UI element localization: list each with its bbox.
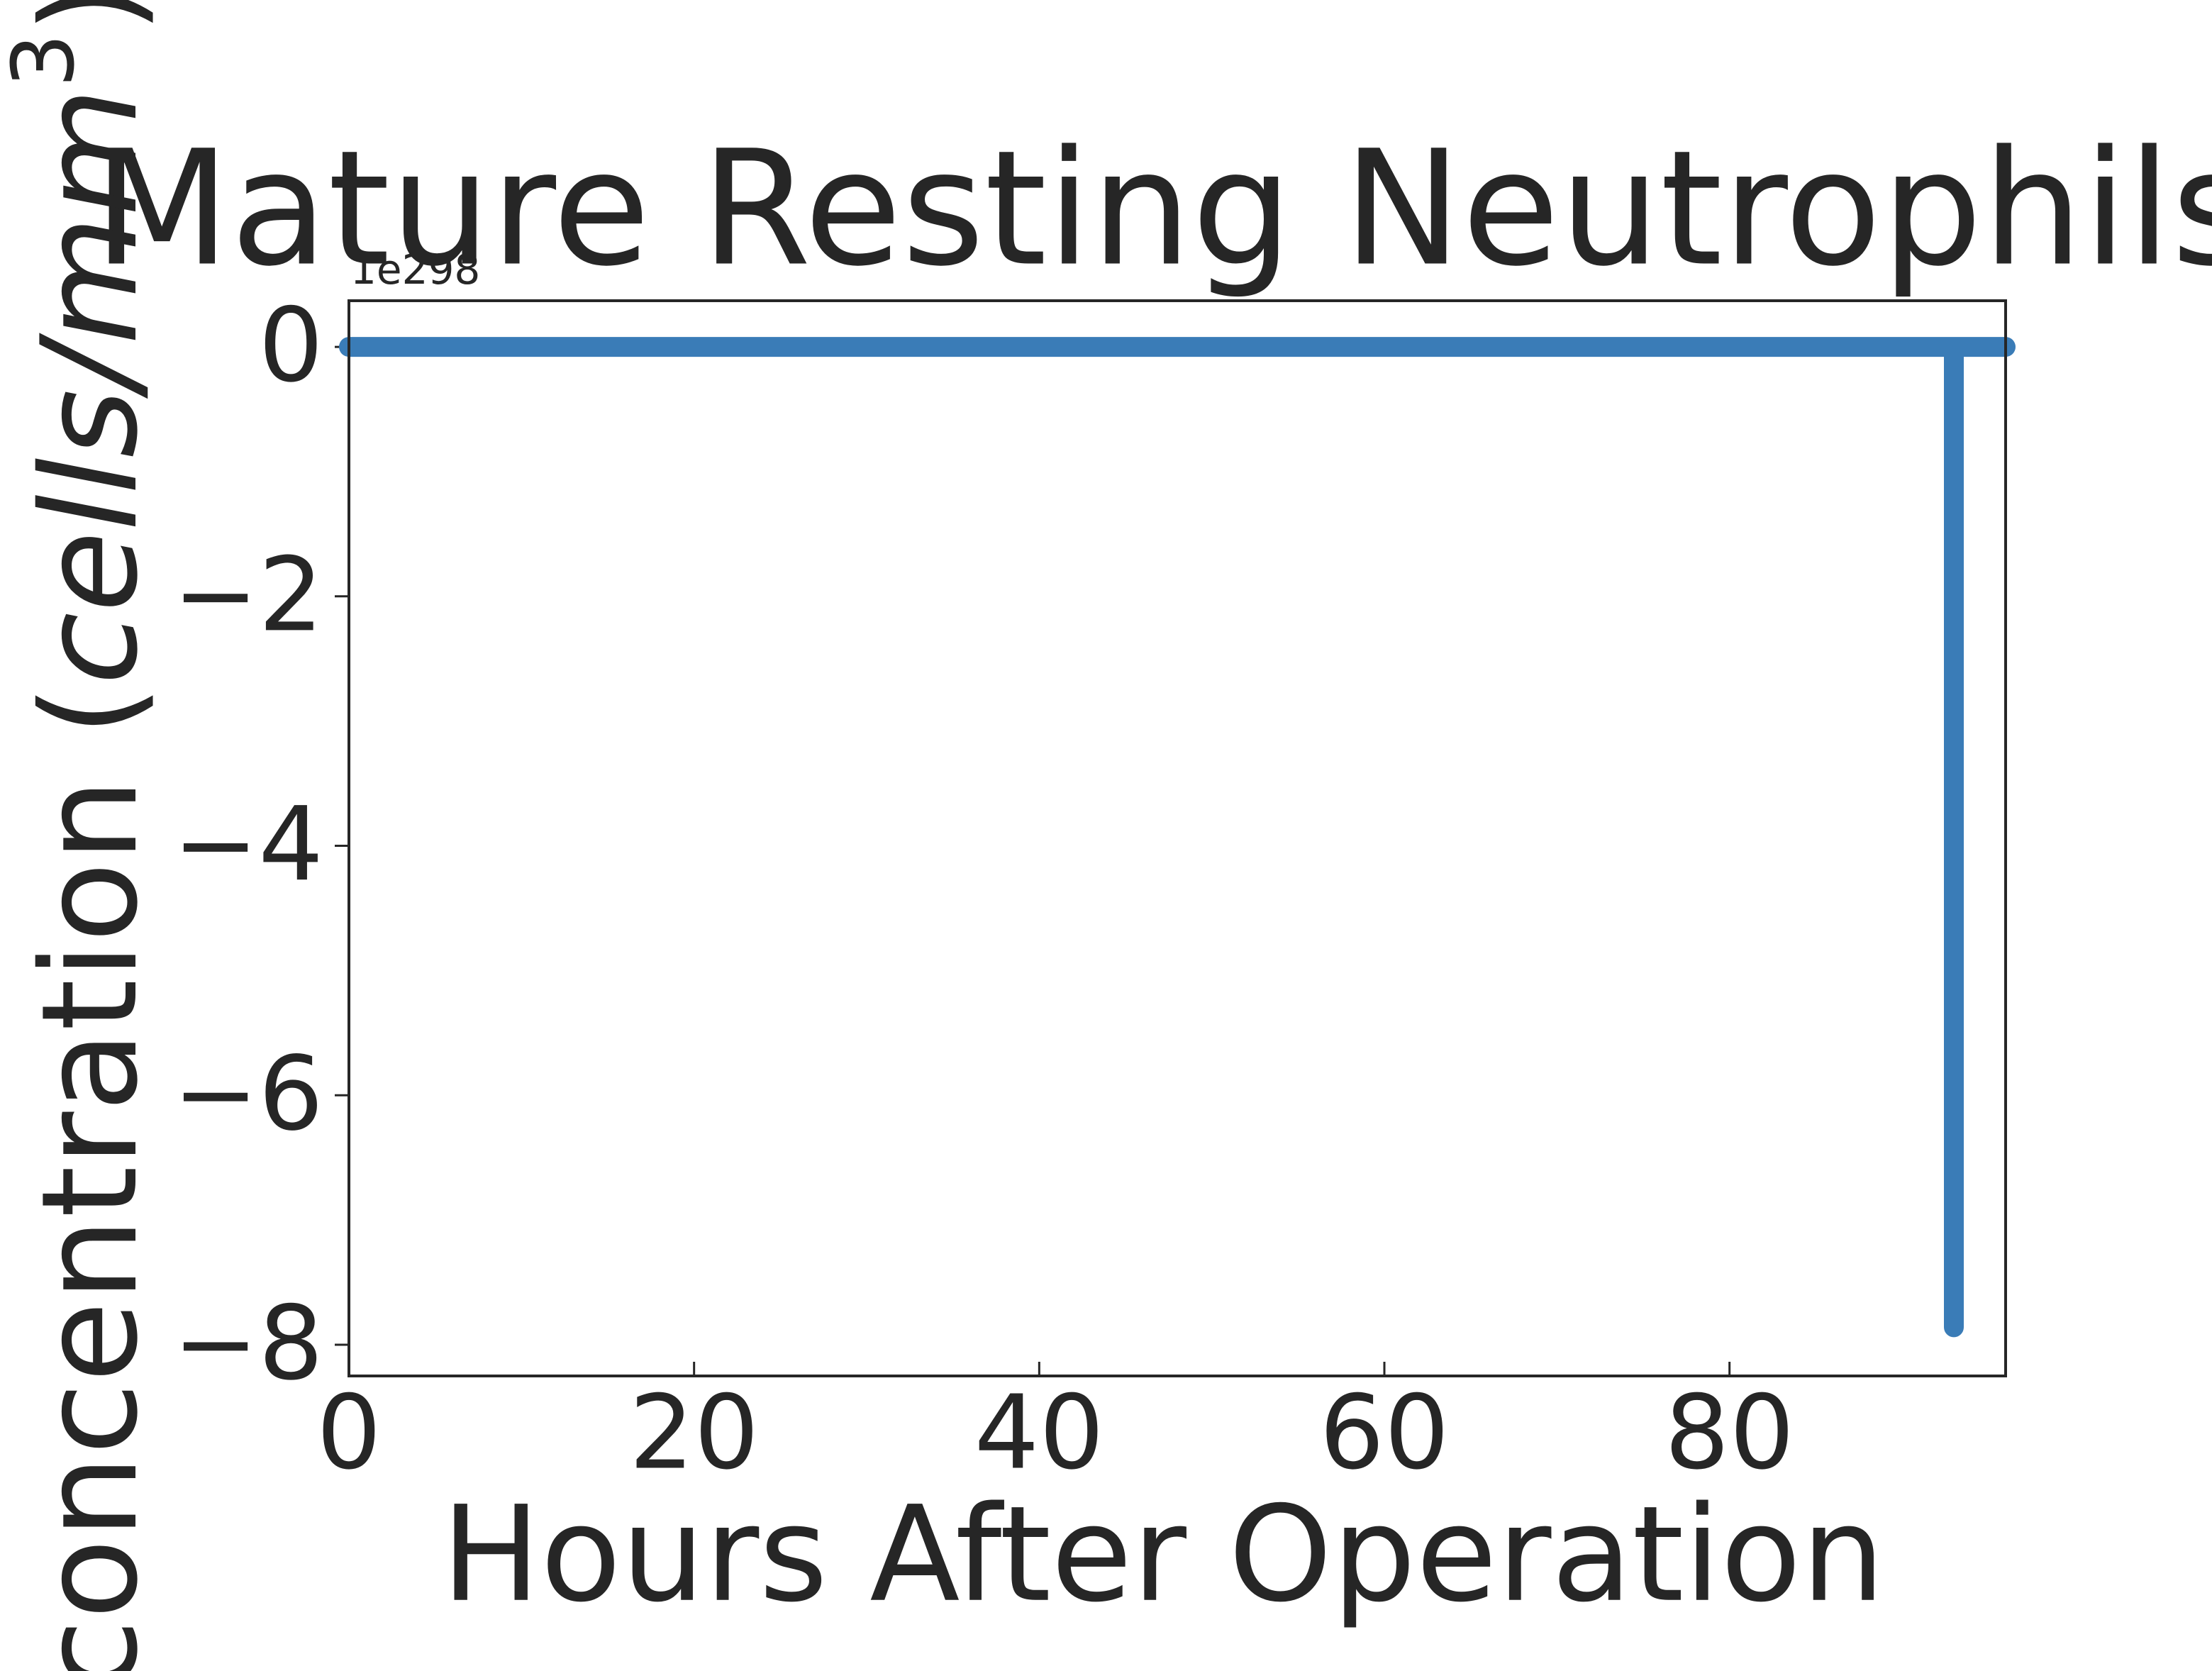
line — [339, 337, 2016, 1338]
y-label-part: cells/mm — [13, 88, 167, 685]
chart-title: Mature Resting Neutrophils — [94, 116, 2212, 301]
y-axis-label: concentration (cells/mm3) — [0, 0, 167, 1671]
y-offset-text: 1e298 — [350, 245, 480, 294]
x-axis-label: Hours After Operation — [441, 1477, 1884, 1631]
x-tick-label: 60 — [1319, 1373, 1449, 1492]
x-tick-label: 80 — [1664, 1373, 1794, 1492]
x-tick-label: 20 — [629, 1373, 759, 1492]
y-tick-label: −6 — [173, 1034, 323, 1153]
y-tick-label: −4 — [173, 784, 323, 904]
y-tick-label: −2 — [173, 535, 323, 654]
y-label-part: concentration ( — [13, 685, 167, 1671]
x-tick-label: 0 — [316, 1373, 382, 1492]
y-label-part: ) — [13, 0, 167, 33]
y-tick-label: −8 — [173, 1284, 323, 1403]
y-label-part: 3 — [0, 33, 94, 87]
x-tick-label: 40 — [974, 1373, 1104, 1492]
y-tick-label: 0 — [258, 286, 323, 405]
plot-frame — [348, 299, 2007, 1377]
